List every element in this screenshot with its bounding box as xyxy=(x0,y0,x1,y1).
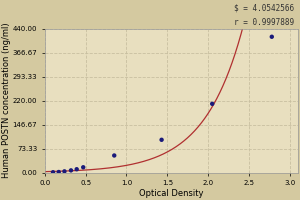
Point xyxy=(210,102,214,105)
Point xyxy=(56,170,61,174)
Point xyxy=(159,138,164,141)
Point xyxy=(51,171,56,174)
Point xyxy=(112,154,117,157)
Text: r = 0.9997889: r = 0.9997889 xyxy=(234,18,294,27)
Point xyxy=(269,35,274,38)
Y-axis label: Human POSTN concentration (ng/ml): Human POSTN concentration (ng/ml) xyxy=(2,23,11,178)
Point xyxy=(74,168,79,171)
Point xyxy=(62,170,67,173)
Text: $ = 4.0542566: $ = 4.0542566 xyxy=(234,4,294,13)
Point xyxy=(69,169,74,172)
X-axis label: Optical Density: Optical Density xyxy=(139,189,204,198)
Point xyxy=(81,166,85,169)
